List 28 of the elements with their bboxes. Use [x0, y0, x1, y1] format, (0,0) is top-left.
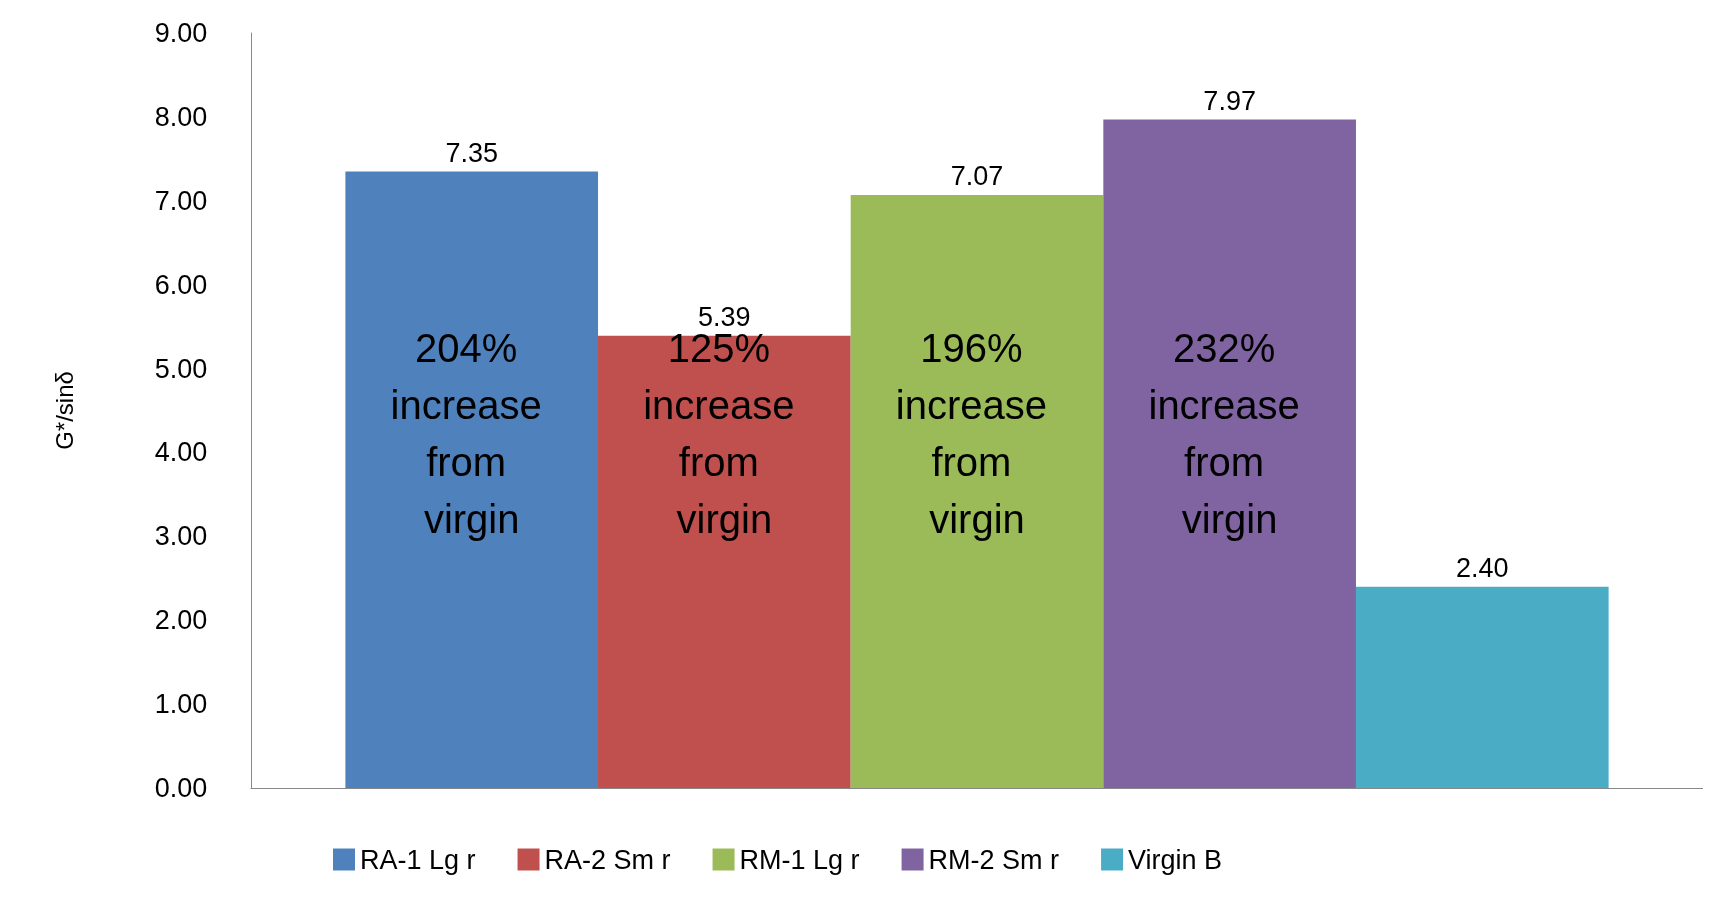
data-label: 7.35: [445, 137, 498, 168]
y-tick-label: 9.00: [154, 18, 208, 48]
y-axis-title: G*/sinδ: [50, 371, 78, 450]
y-tick-label: 4.00: [154, 437, 208, 468]
data-label: 7.97: [1203, 85, 1256, 116]
y-tick-label: 5.00: [154, 353, 208, 384]
annotation: 196% increase from virgin: [895, 325, 1059, 541]
y-tick-label: 3.00: [154, 521, 208, 552]
y-tick-label: 6.00: [154, 269, 208, 300]
data-label: 7.07: [950, 161, 1004, 192]
y-tick-label: 0.00: [154, 773, 208, 803]
annotation: 232% increase from virgin: [1148, 325, 1311, 541]
bar: [345, 171, 599, 788]
data-label: 2.40: [1456, 553, 1509, 584]
legend-label: RA-2 Sm r: [544, 844, 671, 875]
annotation: 204% increase from virgin: [390, 325, 553, 541]
y-tick-label: 1.00: [154, 689, 208, 720]
y-tick-label: 8.00: [154, 101, 208, 132]
bar: [1103, 119, 1356, 788]
legend-label: RA-1 Lg r: [360, 844, 476, 875]
bar: [598, 335, 851, 788]
legend-label: RM-2 Sm r: [928, 844, 1060, 875]
bar: [850, 194, 1104, 788]
bar: [1355, 586, 1609, 788]
y-tick-label: 2.00: [154, 605, 208, 636]
legend-label: Virgin B: [1128, 844, 1223, 875]
legend-label: RM-1 Lg r: [739, 844, 860, 875]
y-tick-label: 7.00: [154, 185, 208, 216]
